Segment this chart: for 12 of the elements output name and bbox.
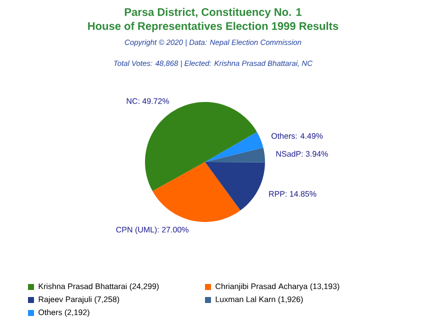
legend-label: Krishna Prasad Bhattarai (24,299) xyxy=(38,283,159,291)
data-label: RPP: 14.85% xyxy=(269,191,316,197)
data-label: CPN (UML): 27.00% xyxy=(116,226,188,234)
chart-subtitle: House of Representatives Election 1999 Results xyxy=(88,22,338,32)
legend-label: Chrianjibi Prasad Acharya (13,193) xyxy=(216,283,340,291)
legend-label: Others (2,192) xyxy=(38,309,90,317)
chart-title: Parsa District, Constituency No. 1 xyxy=(124,8,302,18)
data-label: Others: 4.49% xyxy=(272,132,323,139)
data-label: NSadP: 3.94% xyxy=(276,150,328,157)
data-label: NC: 49.72% xyxy=(126,98,170,104)
legend-label: Rajeev Parajuli (7,258) xyxy=(38,296,120,304)
legend-label: Luxman Lal Karn (1,926) xyxy=(216,296,303,304)
